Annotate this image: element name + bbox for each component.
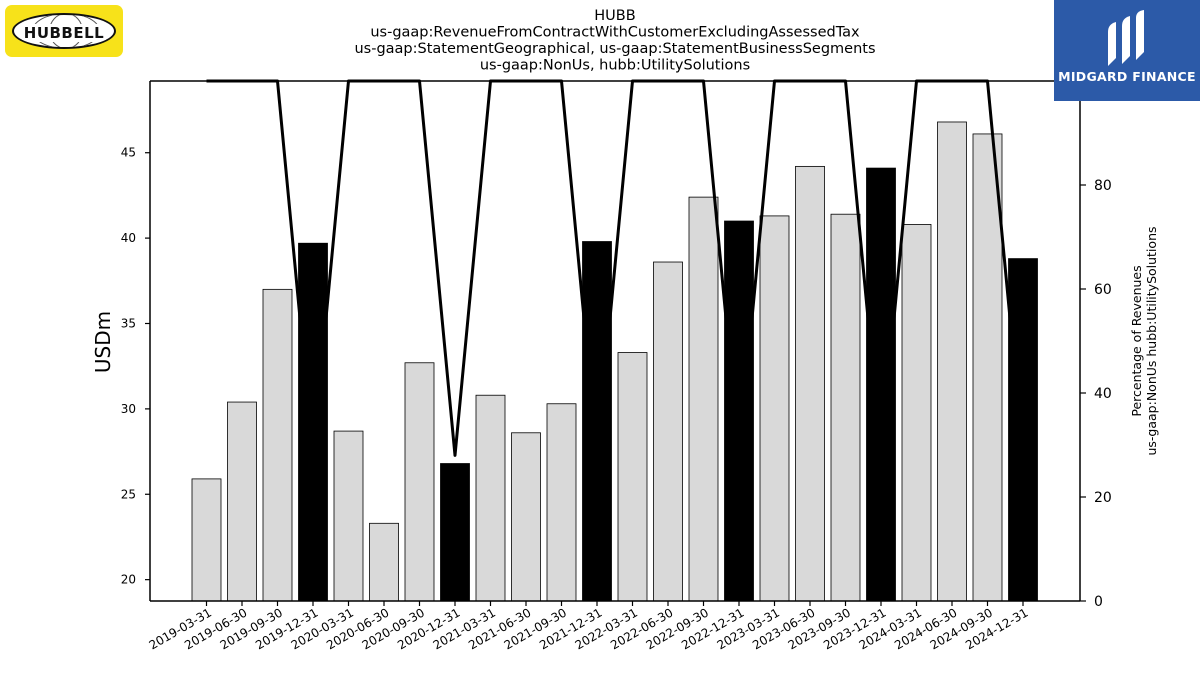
right-y-axis-label: Percentage of Revenues us-gaap:NonUs hubb… — [1129, 226, 1159, 455]
right-y-axis-label-line: us-gaap:NonUs hubb:UtilitySolutions — [1144, 226, 1159, 455]
bar — [724, 220, 754, 602]
chart-title-line: us-gaap:NonUs, hubb:UtilitySolutions — [480, 58, 750, 74]
y-tick-label: 25 — [121, 487, 136, 501]
bar — [546, 403, 577, 602]
y2-tick-label: 20 — [1094, 490, 1112, 506]
bar — [333, 430, 364, 602]
left-y-axis-ticks: 20 25 30 35 40 45 — [121, 146, 150, 587]
y-tick-label: 35 — [121, 316, 136, 330]
bar — [830, 213, 861, 602]
bar — [227, 401, 257, 602]
chart-title-line: HUBB — [594, 8, 635, 24]
bar — [653, 261, 683, 602]
chart-title-line: us-gaap:RevenueFromContractWithCustomerE… — [370, 25, 860, 41]
bar — [511, 432, 541, 602]
right-y-axis-label-line: Percentage of Revenues — [1129, 265, 1144, 416]
bar-series — [191, 121, 1038, 602]
globe-icon: HUBBELL — [12, 13, 116, 49]
y-tick-label: 45 — [121, 146, 136, 160]
right-y-axis-ticks: 020406080100 — [1080, 74, 1121, 610]
y-tick-label: 20 — [121, 573, 136, 587]
midgard-mark-icon — [1108, 10, 1144, 66]
midgard-finance-text: MIDGARD FINANCE — [1058, 69, 1196, 84]
y2-tick-label: 40 — [1094, 386, 1112, 402]
midgard-finance-logo: MIDGARD FINANCE — [1054, 0, 1200, 101]
bar — [972, 133, 1003, 602]
bar — [937, 121, 967, 602]
percentage-line-series — [206, 79, 1025, 457]
bar — [866, 167, 896, 602]
hubbell-logo-text: HUBBELL — [21, 24, 107, 42]
bar — [369, 522, 399, 602]
bar — [404, 362, 435, 602]
y-axis-label: USDm — [91, 311, 115, 373]
chart-title-line: us-gaap:StatementGeographical, us-gaap:S… — [354, 41, 875, 57]
bar — [795, 165, 825, 602]
bar — [901, 224, 932, 602]
percentage-line — [206, 79, 1025, 457]
bar — [191, 478, 222, 602]
y2-tick-label: 80 — [1094, 178, 1112, 194]
x-axis-ticks: 2019-03-312019-06-302019-09-302019-12-31… — [147, 601, 1031, 652]
bar — [617, 352, 648, 602]
y2-tick-label: 0 — [1094, 594, 1103, 610]
bar — [262, 288, 293, 602]
bar — [298, 242, 328, 602]
bar — [440, 463, 470, 602]
bar — [1008, 258, 1038, 602]
chart-axes — [149, 80, 1081, 602]
y-tick-label: 30 — [121, 402, 136, 416]
y-tick-label: 40 — [121, 231, 136, 245]
bar — [759, 215, 790, 602]
bar — [475, 394, 506, 602]
y2-tick-label: 60 — [1094, 282, 1112, 298]
hubbell-logo: HUBBELL — [5, 5, 123, 57]
bar — [582, 241, 612, 602]
bar — [688, 196, 719, 602]
chart-title: HUBBus-gaap:RevenueFromContractWithCusto… — [354, 8, 875, 74]
